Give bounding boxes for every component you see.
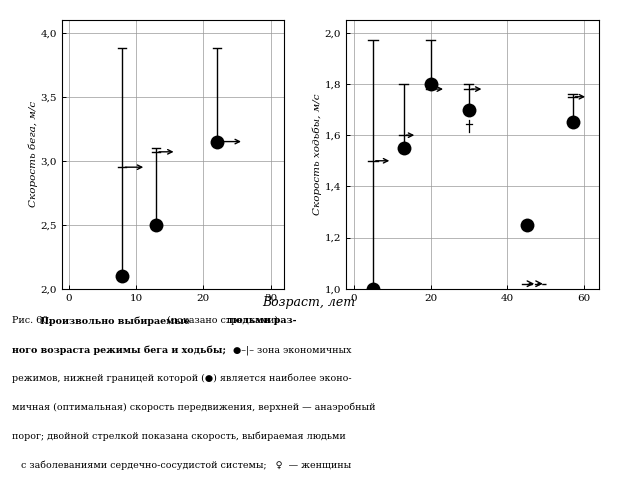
Point (522, 221, 531, 229)
Text: порог; двойной стрелкой показана скорость, выбираемая людьми: порог; двойной стрелкой показана скорост… (12, 432, 346, 441)
Point (464, 106, 474, 114)
Point (212, 137, 222, 145)
Text: режимов, нижней границей которой (●) является наиболее эконо-: режимов, нижней границей которой (●) явл… (12, 374, 352, 383)
Point (368, 285, 378, 293)
Text: мичная (оптимальная) скорость передвижения, верхней — анаэробный: мичная (оптимальная) скорость передвижен… (12, 403, 376, 412)
Text: ного возраста режимы бега и ходьбы;: ного возраста режимы бега и ходьбы; (12, 345, 226, 355)
Text: с заболеваниями сердечно-сосудистой системы;   ♀  — женщины: с заболеваниями сердечно-сосудистой сист… (12, 461, 352, 470)
Text: ●–|– зона экономичных: ●–|– зона экономичных (227, 345, 351, 355)
Point (426, 80, 436, 88)
Y-axis label: Скорость ходьбы, м/с: Скорость ходьбы, м/с (313, 94, 322, 215)
Text: Произвольно выбираемые: Произвольно выбираемые (40, 316, 190, 326)
Point (568, 119, 578, 126)
Point (117, 272, 127, 280)
Y-axis label: Скорость бега, м/с: Скорость бега, м/с (28, 101, 38, 208)
Text: Возраст, лет: Возраст, лет (263, 296, 355, 309)
Text: людьми раз-: людьми раз- (226, 316, 296, 325)
Text: Рис. 60.: Рис. 60. (12, 316, 54, 325)
Point (399, 144, 408, 152)
Point (151, 221, 161, 229)
Text: (показано стрелками): (показано стрелками) (164, 316, 281, 325)
